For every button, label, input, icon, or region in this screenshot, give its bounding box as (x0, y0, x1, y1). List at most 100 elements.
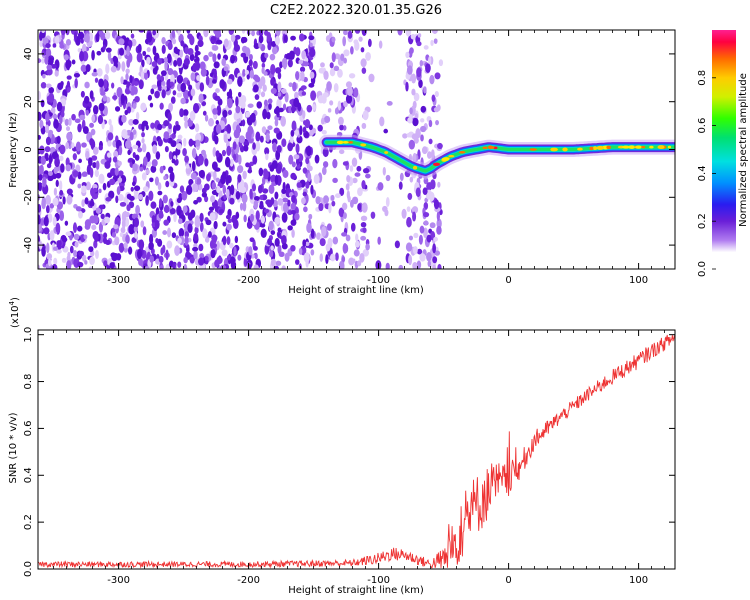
noise-blob (294, 212, 300, 221)
noise-blob (219, 264, 227, 269)
noise-blob (61, 257, 67, 263)
noise-blob (77, 183, 82, 189)
noise-blob (379, 116, 385, 127)
noise-blob (160, 264, 164, 269)
noise-blob (108, 190, 115, 199)
noise-blob (167, 112, 172, 122)
noise-blob (274, 35, 280, 46)
noise-blob (327, 108, 332, 113)
noise-blob (352, 258, 356, 264)
noise-blob (263, 99, 268, 107)
noise-blob (295, 70, 300, 81)
noise-blob (260, 76, 266, 86)
noise-blob (237, 182, 242, 191)
noise-blob (48, 57, 54, 65)
noise-blob (195, 61, 201, 71)
noise-blob (117, 177, 123, 183)
noise-blob (49, 230, 55, 241)
noise-blob (226, 78, 233, 85)
doppler-hotspot (667, 145, 672, 149)
noise-blob (223, 66, 229, 72)
noise-blob (65, 231, 72, 236)
noise-blob (305, 157, 310, 165)
noise-blob (240, 101, 246, 109)
noise-blob (56, 135, 61, 144)
noise-blob (210, 35, 217, 45)
noise-blob (423, 45, 429, 50)
noise-blob (100, 91, 106, 96)
noise-blob (74, 241, 79, 248)
noise-blob (121, 61, 126, 72)
noise-blob (434, 72, 441, 80)
noise-blob (83, 234, 88, 240)
noise-blob (258, 167, 264, 177)
noise-blob (287, 225, 293, 231)
noise-blob (423, 86, 427, 94)
noise-blob (107, 132, 114, 141)
noise-blob (227, 133, 231, 140)
noise-blob (173, 59, 178, 67)
noise-blob (65, 30, 70, 36)
noise-blob (422, 211, 430, 218)
noise-blob (264, 52, 269, 59)
noise-blob (233, 246, 237, 257)
noise-blob (290, 219, 297, 226)
noise-blob (53, 246, 59, 251)
noise-blob (270, 174, 277, 184)
noise-blob (157, 57, 163, 65)
noise-blob (310, 90, 317, 101)
noise-blob (125, 68, 130, 74)
noise-blob (192, 246, 199, 252)
noise-blob (229, 242, 234, 249)
noise-blob (360, 215, 368, 222)
noise-blob (158, 198, 163, 208)
noise-blob (280, 116, 286, 127)
noise-blob (180, 40, 185, 47)
noise-blob (137, 147, 143, 153)
noise-blob (337, 100, 342, 111)
doppler-hotspot (596, 145, 605, 150)
noise-blob (367, 38, 372, 48)
noise-blob (118, 38, 125, 46)
noise-blob (274, 67, 282, 74)
noise-blob (365, 243, 370, 251)
noise-blob (284, 252, 290, 262)
noise-blob (270, 197, 275, 205)
noise-blob (346, 174, 351, 183)
noise-blob (290, 35, 296, 41)
noise-blob (46, 242, 50, 254)
noise-blob (408, 235, 413, 241)
doppler-hotspot (657, 145, 665, 150)
noise-blob (294, 129, 299, 137)
noise-blob (334, 107, 339, 115)
noise-blob (420, 125, 427, 133)
noise-blob (199, 253, 205, 259)
noise-blob (296, 135, 303, 144)
noise-blob (154, 220, 160, 230)
noise-blob (113, 150, 119, 159)
noise-blob (72, 222, 78, 233)
noise-blob (264, 244, 270, 255)
noise-blob (227, 218, 233, 224)
noise-blob (235, 211, 240, 219)
noise-blob (91, 114, 96, 123)
snr-series-line (38, 334, 675, 569)
noise-blob (295, 158, 300, 166)
noise-blob (89, 138, 95, 147)
noise-blob (334, 53, 341, 60)
noise-blob (168, 166, 174, 174)
noise-blob (56, 101, 63, 112)
noise-blob (413, 92, 420, 102)
noise-blob (385, 262, 390, 269)
noise-blob (135, 111, 140, 121)
noise-blob (241, 45, 248, 53)
noise-blob (406, 65, 413, 75)
noise-blob (106, 152, 112, 158)
noise-blob (228, 30, 235, 36)
noise-blob (184, 46, 189, 55)
noise-blob (103, 105, 108, 117)
noise-blob (226, 124, 232, 135)
noise-blob (193, 232, 199, 242)
noise-blob (98, 102, 105, 112)
